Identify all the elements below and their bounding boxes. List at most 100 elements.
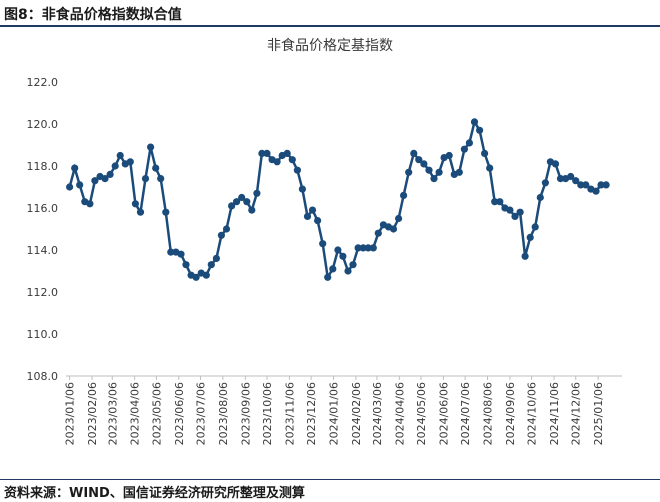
data-point — [157, 175, 165, 183]
data-point — [470, 118, 479, 126]
data-point — [400, 191, 408, 199]
y-tick-label: 118.0 — [27, 160, 59, 173]
data-point — [526, 233, 534, 241]
x-tick-label: 2024/11/06 — [548, 382, 561, 445]
data-point — [324, 273, 332, 281]
data-point — [258, 149, 266, 157]
y-tick-label: 120.0 — [27, 118, 59, 131]
data-point — [455, 168, 463, 176]
data-point — [415, 156, 423, 164]
data-point — [243, 198, 251, 206]
x-tick-label: 2024/06/06 — [437, 382, 450, 445]
data-point — [521, 252, 529, 260]
data-point — [364, 244, 372, 252]
x-tick-label: 2024/08/06 — [482, 382, 495, 445]
data-point — [288, 156, 296, 164]
data-point — [334, 246, 342, 254]
data-point — [131, 200, 139, 208]
x-tick-label: 2024/03/06 — [371, 382, 384, 445]
x-tick-label: 2023/09/06 — [239, 382, 252, 445]
data-point — [329, 265, 337, 273]
header-rule — [0, 25, 660, 27]
x-tick-label: 2023/10/06 — [261, 382, 274, 445]
source-note: 资料来源：WIND、国信证券经济研究所整理及测算 — [4, 486, 305, 501]
data-point — [308, 206, 317, 214]
data-point — [217, 231, 225, 239]
data-point — [212, 254, 220, 262]
data-point — [460, 145, 468, 153]
data-point — [253, 189, 261, 197]
data-point — [177, 250, 185, 258]
data-point — [182, 261, 190, 269]
data-point — [506, 206, 514, 214]
x-tick-label: 2023/06/06 — [173, 382, 186, 445]
x-tick-label: 2025/01/06 — [592, 382, 605, 445]
data-point — [374, 229, 382, 237]
data-point — [389, 225, 398, 233]
x-tick-label: 2024/09/06 — [504, 382, 517, 445]
data-point — [136, 208, 145, 216]
data-point — [152, 164, 160, 172]
data-point — [465, 139, 473, 147]
data-point — [445, 151, 453, 160]
data-point — [359, 244, 367, 252]
data-point — [405, 168, 413, 176]
series-markers — [66, 118, 610, 281]
x-tick-label: 2023/12/06 — [305, 382, 318, 445]
data-point — [86, 200, 94, 208]
data-point — [293, 166, 301, 174]
x-tick-label: 2024/12/06 — [570, 382, 583, 445]
data-point — [111, 162, 119, 170]
data-point — [425, 166, 433, 174]
chart-area: 非食品价格定基指数 108.0 110.0 112.0 114.0 116.0 118.0… — [0, 28, 660, 478]
x-tick-label: 2024/05/06 — [415, 382, 428, 445]
x-tick-label: 2023/07/06 — [194, 382, 207, 445]
data-point — [76, 181, 84, 189]
data-point — [71, 164, 79, 172]
data-point — [410, 149, 418, 157]
data-point — [602, 181, 610, 189]
data-point — [228, 202, 236, 210]
data-point — [167, 248, 175, 256]
data-point — [147, 143, 155, 151]
data-point — [303, 212, 312, 220]
data-point — [369, 244, 377, 252]
data-point — [511, 212, 519, 220]
data-point — [491, 198, 499, 206]
x-tick-label: 2023/11/06 — [283, 382, 296, 445]
data-point — [516, 208, 524, 216]
y-axis: 108.0 110.0 112.0 114.0 116.0 118.0 120.0 122.0 — [27, 76, 59, 383]
x-tick-label: 2023/02/06 — [86, 382, 99, 445]
x-tick-label: 2023/03/06 — [106, 382, 119, 445]
x-tick-label: 2023/05/06 — [150, 382, 163, 445]
figure-header: 图8：非食品价格指数拟合值 — [0, 0, 660, 27]
data-point — [91, 177, 99, 185]
data-point — [430, 175, 438, 183]
data-point — [319, 240, 327, 248]
y-tick-label: 122.0 — [27, 76, 59, 89]
data-point — [339, 252, 347, 260]
x-tick-label: 2023/01/06 — [64, 382, 77, 445]
data-point — [536, 193, 544, 202]
chart-title: 非食品价格定基指数 — [267, 37, 393, 54]
data-point — [192, 273, 200, 281]
data-point — [126, 158, 134, 166]
data-point — [202, 271, 210, 279]
data-point — [435, 168, 443, 176]
x-tick-label: 2024/07/06 — [459, 382, 472, 445]
data-point — [273, 158, 281, 166]
data-point — [567, 172, 575, 181]
y-tick-label: 112.0 — [27, 286, 59, 299]
data-point — [577, 181, 585, 189]
data-point — [531, 223, 539, 231]
data-point — [141, 175, 150, 183]
data-point — [248, 206, 256, 214]
x-tick-label: 2024/04/06 — [393, 382, 406, 445]
data-point — [314, 217, 322, 225]
x-tick-label: 2023/04/06 — [129, 382, 142, 445]
data-point — [551, 160, 560, 168]
data-point — [116, 151, 124, 160]
data-point — [344, 267, 352, 275]
footer-rule — [0, 479, 660, 480]
data-point — [222, 225, 231, 233]
